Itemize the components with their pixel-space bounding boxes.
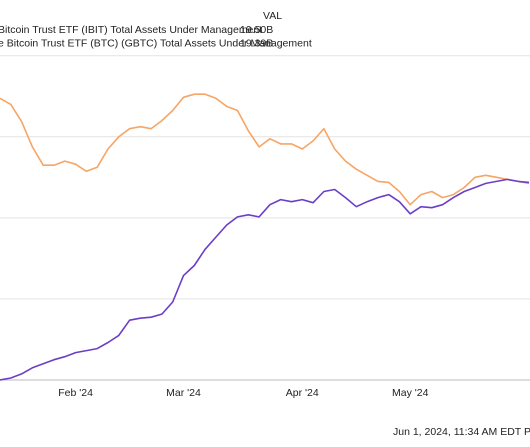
footer: Jun 1, 2024, 11:34 AM EDT Powered by: [393, 426, 530, 438]
legend-label: e Bitcoin Trust ETF (BTC) (GBTC) Total A…: [0, 37, 312, 49]
x-tick-label: Apr '24: [286, 387, 319, 399]
series-line: [0, 93, 530, 206]
legend-header: VAL: [263, 10, 282, 22]
legend-label: Bitcoin Trust ETF (IBIT) Total Assets Un…: [0, 24, 262, 36]
legend-value: 19.39B: [240, 37, 273, 49]
legend-value: 19.50B: [240, 24, 273, 36]
x-tick-label: May '24: [392, 387, 429, 399]
x-tick-label: Feb '24: [58, 387, 93, 399]
x-tick-label: Mar '24: [166, 387, 201, 399]
series-line: [0, 178, 530, 381]
